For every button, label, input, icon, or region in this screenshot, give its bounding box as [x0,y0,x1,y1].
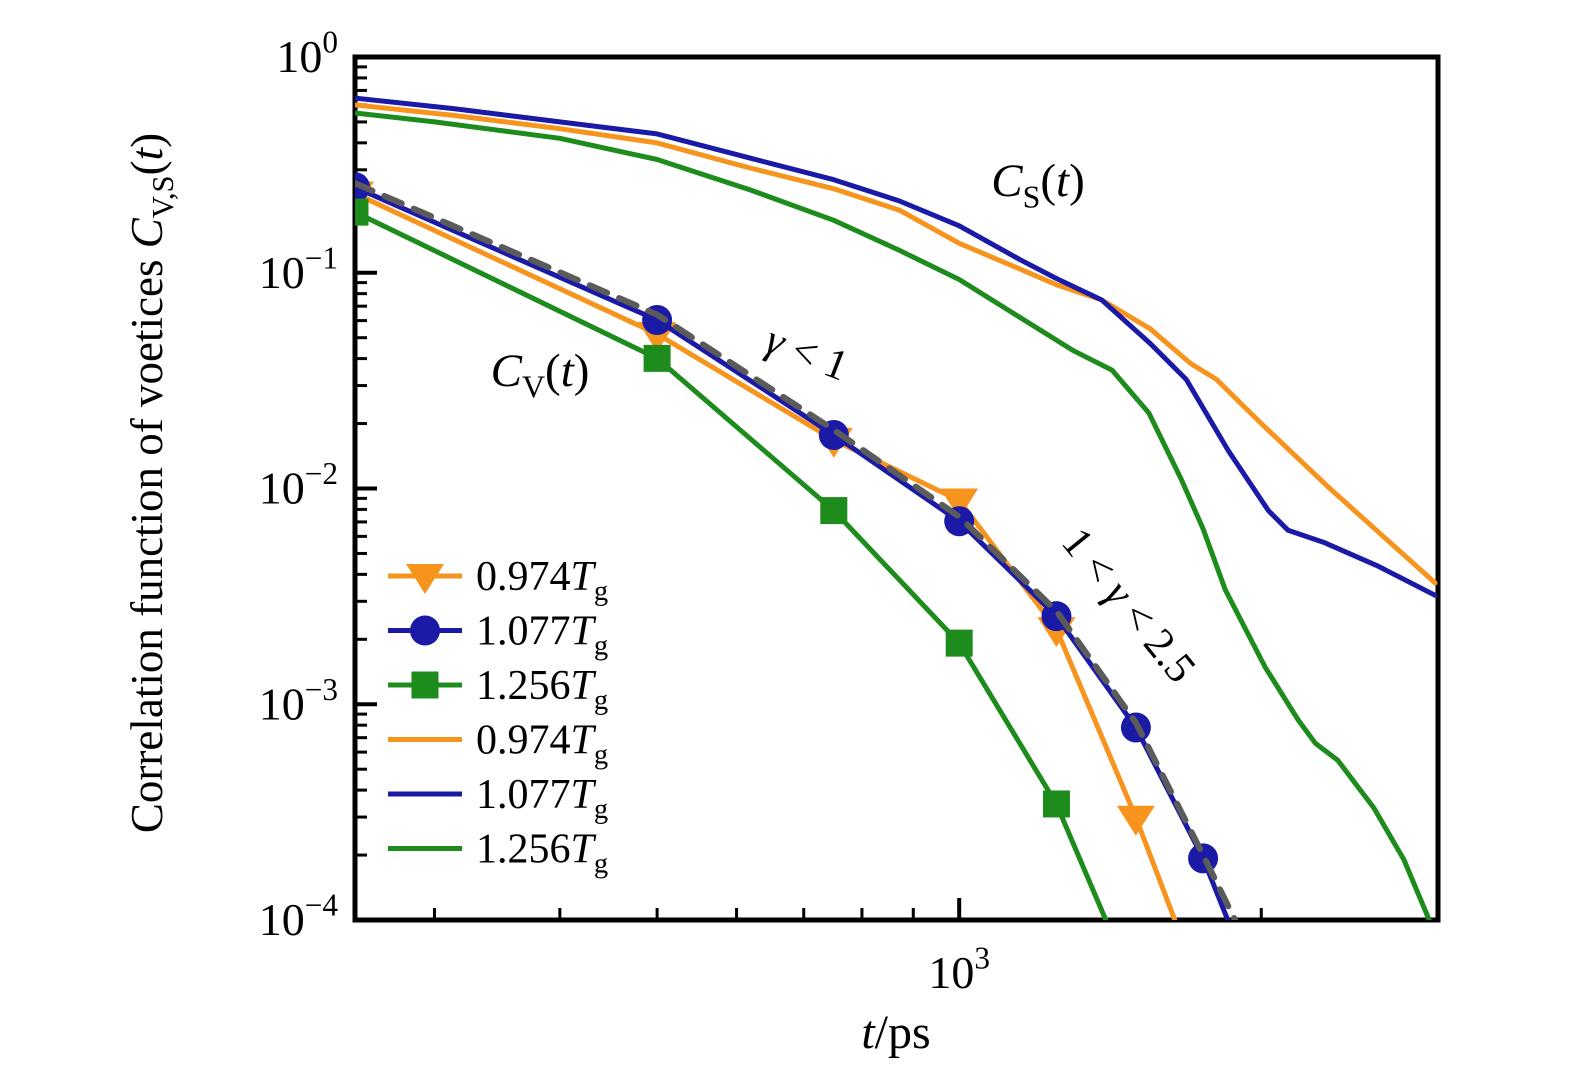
legend-item: 1.077Tg [388,772,608,825]
text-group: 103 100 10−1 10−2 10−3 10−4 t/ps Correlation fu… [122,25,1205,1059]
legend-item: 0.974Tg [388,718,608,771]
label-cv: CV(t) [491,345,590,404]
legend-item: 1.077Tg [388,609,608,662]
legend-item: 1.256Tg [388,663,608,716]
legend-label: 1.256Tg [476,663,608,716]
label-gamma-lt-1: γ < 1 [759,316,854,390]
series-cv-0974-triangle-down [940,488,979,519]
axes [352,54,1441,923]
legend-circle [410,615,440,646]
label-cs: CS(t) [991,155,1085,214]
y-tick-label: 100 [276,25,338,82]
series-cv-1077-circle [1188,843,1219,874]
legend-label: 0.974Tg [476,718,608,771]
series-group [355,95,1438,920]
y-tick-label: 10−2 [259,456,338,513]
overlay-group: 0.974Tg1.077Tg1.256Tg0.974Tg1.077Tg1.256… [388,554,608,880]
legend-square [411,671,439,699]
legend-label: 0.974Tg [476,554,608,607]
label-1-lt-gamma-lt-25: 1 < γ < 2.5 [1052,519,1204,691]
series-cs-1256-line [355,110,1432,920]
x-axis-label: t/ps [861,1006,930,1059]
legend-label: 1.077Tg [476,609,608,662]
series-cv-1256-square [820,497,848,525]
series-cv-1256-square [1042,790,1070,818]
series-cv-1256-square [355,198,369,226]
y-tick-label: 10−1 [259,240,338,297]
legend-item: 0.974Tg [388,554,608,607]
y-axis-label: Correlation function of voetices CV,S(t) [122,133,180,833]
x-tick-label: 103 [928,941,990,998]
fit-dashed-overlay [355,180,1238,920]
series-cs-1077-line [355,95,1438,598]
series-cs-0974-line [355,102,1438,586]
y-tick-label: 10−4 [259,888,339,945]
series-cv-1256-square [945,629,973,657]
legend-triangle-down [406,564,444,594]
series-cv-0974-triangle-down [1116,805,1155,836]
series-cv-1256-line [355,209,1109,920]
legend-label: 1.256Tg [476,827,608,880]
series-cv-1256-square [643,344,671,372]
y-tick-label: 10−3 [259,672,338,729]
legend-label: 1.077Tg [476,772,608,825]
legend-item: 1.256Tg [388,827,608,880]
